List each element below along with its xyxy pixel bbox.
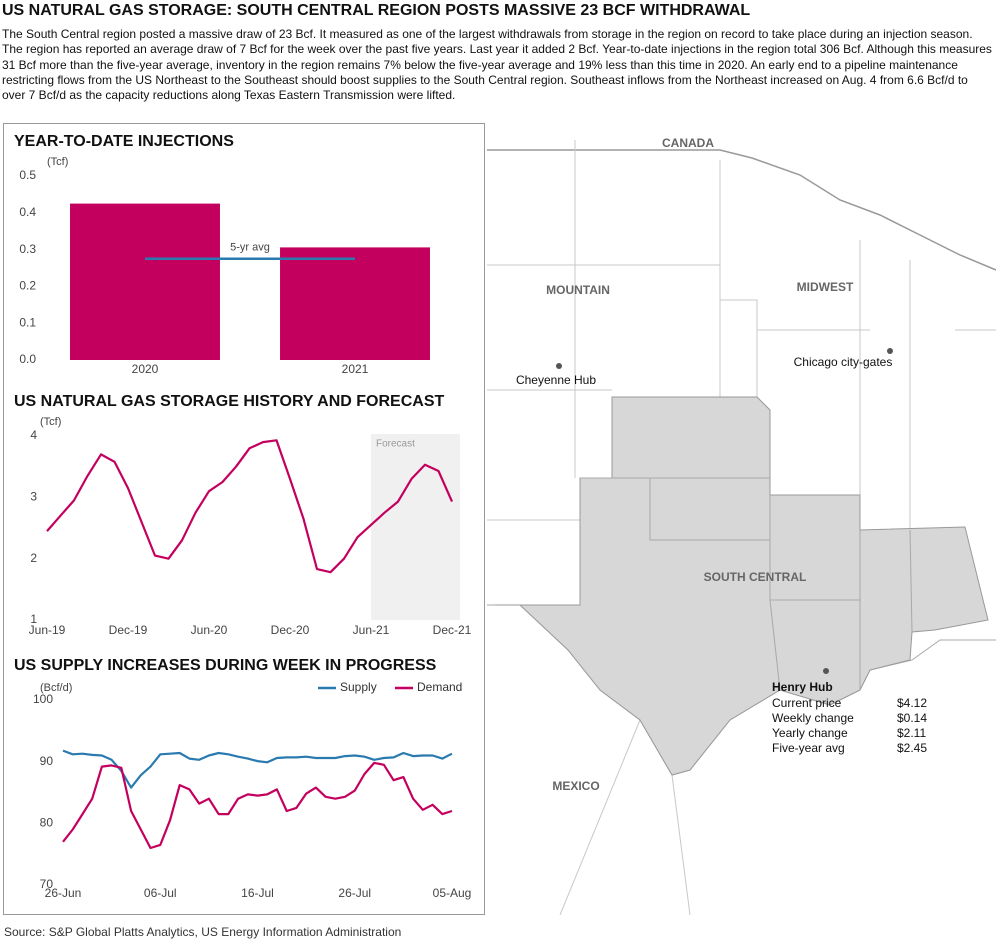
y-axis-unit: (Tcf) [47, 156, 68, 168]
y-tick-label: 0.1 [19, 315, 36, 329]
hub-dot [823, 668, 829, 674]
y-tick-label: 100 [33, 692, 53, 706]
map [487, 123, 996, 915]
y-axis-unit: (Bcf/d) [40, 682, 72, 694]
page-title: US NATURAL GAS STORAGE: SOUTH CENTRAL RE… [2, 2, 750, 19]
chart-title: US NATURAL GAS STORAGE HISTORY AND FOREC… [14, 393, 444, 410]
region-label: MIDWEST [797, 280, 854, 294]
price-value: $0.14 [897, 711, 927, 725]
chart-title: YEAR-TO-DATE INJECTIONS [14, 133, 234, 150]
state-lines [487, 140, 996, 915]
data-line [46, 439, 454, 574]
data-line [62, 749, 453, 789]
price-label: Five-year avg [772, 741, 845, 755]
x-tick-label: Dec-19 [109, 623, 148, 637]
x-tick-label: Dec-20 [271, 623, 310, 637]
bar [280, 247, 430, 360]
x-tick-label: Jun-21 [353, 623, 390, 637]
x-tick-label: 2020 [132, 362, 159, 376]
y-tick-label: 2 [30, 551, 37, 565]
x-tick-label: 2021 [342, 362, 369, 376]
price-label: Current price [772, 696, 842, 710]
henry-hub-title: Henry Hub [772, 680, 833, 694]
x-tick-label: 26-Jul [338, 886, 371, 900]
hub-dot [556, 363, 562, 369]
y-tick-label: 4 [30, 428, 37, 442]
region-label: MEXICO [552, 779, 599, 793]
price-value: $4.12 [897, 696, 927, 710]
price-value: $2.45 [897, 741, 927, 755]
x-tick-label: 06-Jul [144, 886, 177, 900]
y-axis-unit: (Tcf) [40, 416, 61, 428]
bar [70, 203, 220, 360]
y-tick-label: 0.3 [19, 242, 36, 256]
y-tick-label: 3 [30, 490, 37, 504]
chart-title: US SUPPLY INCREASES DURING WEEK IN PROGR… [14, 657, 437, 674]
hub-label: Chicago city-gates [794, 355, 893, 369]
source: Source: S&P Global Platts Analytics, US … [4, 925, 401, 939]
y-tick-label: 1 [30, 612, 37, 626]
y-tick-label: 0.4 [19, 205, 36, 219]
x-tick-label: 26-Jun [45, 886, 82, 900]
x-tick-label: Dec-21 [433, 623, 472, 637]
hub-dot [887, 348, 893, 354]
south-central-region [495, 396, 989, 776]
forecast-shade [371, 434, 460, 620]
data-line [62, 761, 453, 850]
price-label: Weekly change [772, 711, 854, 725]
reference-label: 5-yr avg [230, 242, 270, 254]
state-lines [580, 477, 913, 691]
border [487, 149, 996, 271]
y-tick-label: 0.0 [19, 352, 36, 366]
price-label: Yearly change [772, 726, 848, 740]
region-label: SOUTH CENTRAL [704, 570, 807, 584]
y-tick-label: 70 [40, 877, 54, 891]
forecast-label: Forecast [376, 439, 415, 450]
x-tick-label: 16-Jul [241, 886, 274, 900]
x-tick-label: Jun-20 [191, 623, 228, 637]
legend-label: Supply [340, 680, 377, 694]
y-tick-label: 0.2 [19, 279, 36, 293]
intro-text: The South Central region posted a massiv… [2, 27, 992, 103]
region-label: CANADA [662, 136, 714, 150]
y-tick-label: 90 [40, 754, 54, 768]
price-value: $2.11 [897, 726, 926, 740]
y-tick-label: 80 [40, 816, 54, 830]
x-tick-label: 05-Aug [433, 886, 472, 900]
hub-label: Cheyenne Hub [516, 373, 596, 387]
region-label: MOUNTAIN [546, 283, 610, 297]
y-tick-label: 0.5 [19, 168, 36, 182]
legend-label: Demand [417, 680, 462, 694]
x-tick-label: Jun-19 [29, 623, 66, 637]
